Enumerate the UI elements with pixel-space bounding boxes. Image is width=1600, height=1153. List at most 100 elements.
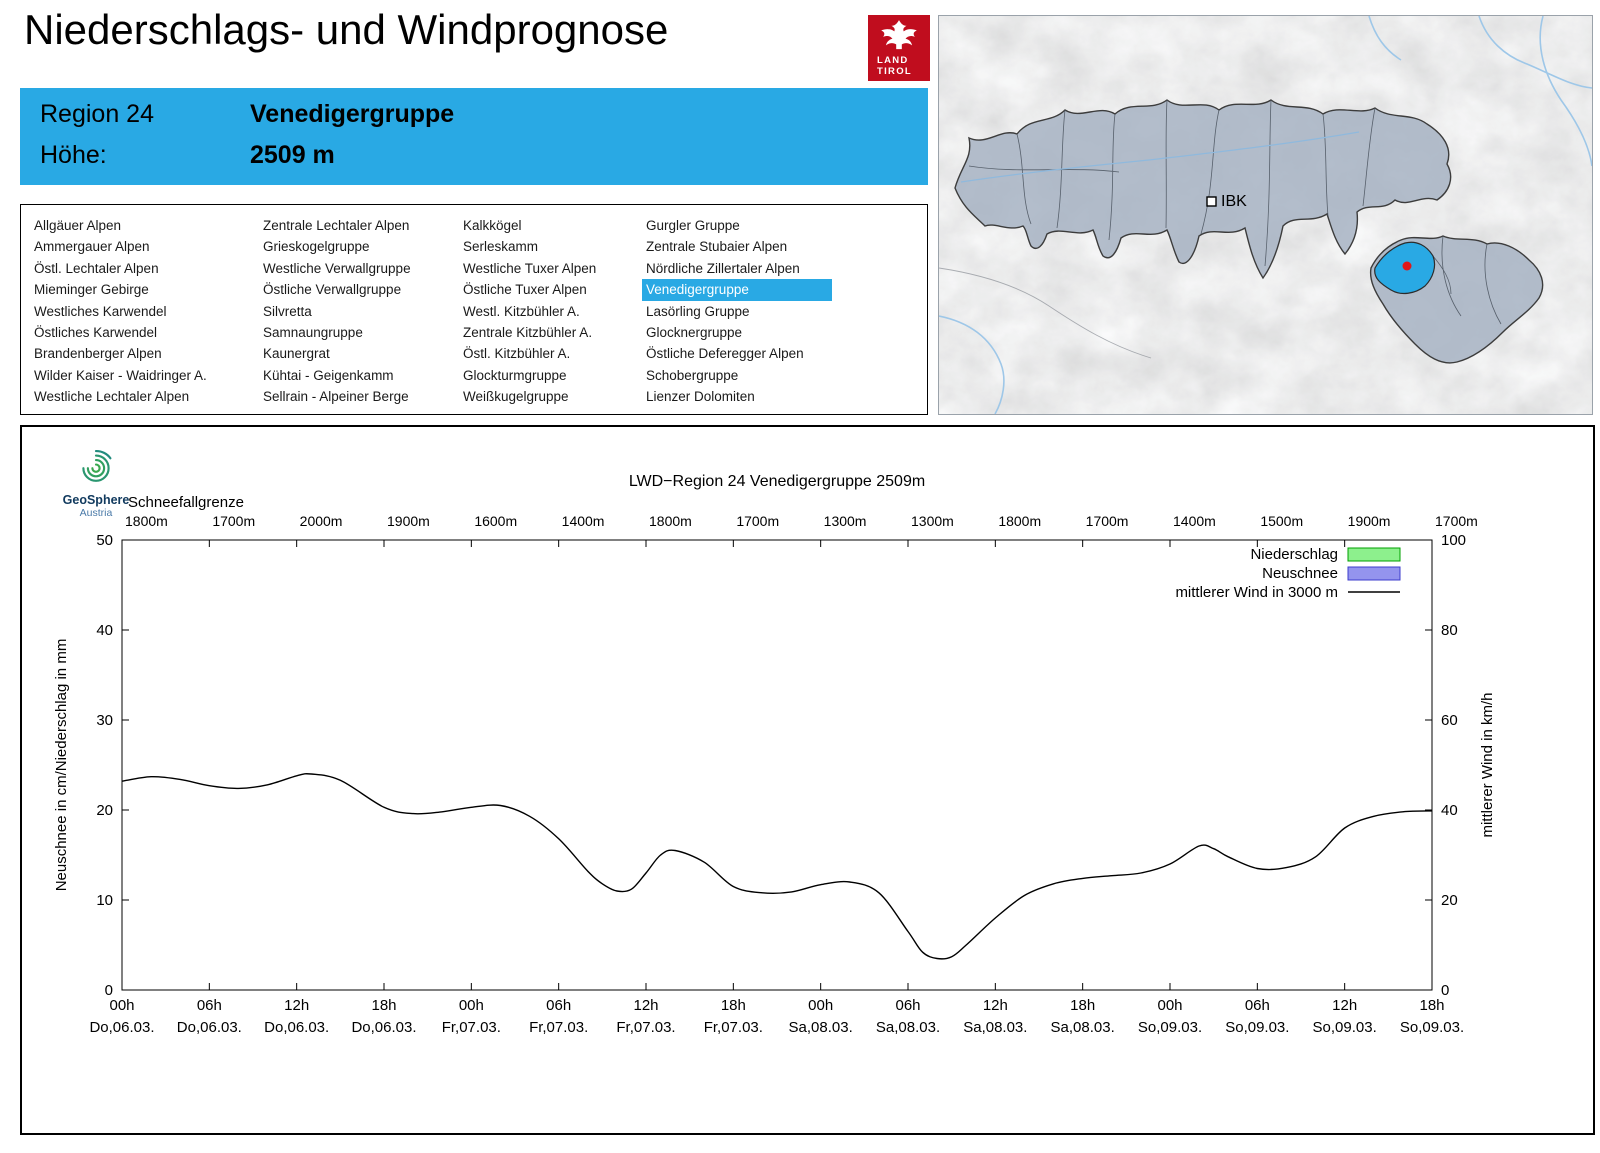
x-label-hour: 12h [1332, 997, 1357, 1014]
x-label-date: So,09.03. [1138, 1019, 1202, 1036]
x-label-date: So,09.03. [1313, 1019, 1377, 1036]
x-label-hour: 06h [895, 997, 920, 1014]
x-label-hour: 18h [371, 997, 396, 1014]
region-list-item[interactable]: Serleskamm [463, 239, 539, 255]
region-list-item[interactable]: Kalkkögel [463, 218, 522, 233]
geosphere-logo-sub: Austria [79, 507, 113, 519]
altitude-label: Höhe: [40, 141, 107, 169]
snowline-value: 1700m [212, 513, 255, 529]
y-label-left: 0 [105, 982, 113, 999]
region-list-item-selected[interactable]: Venedigergruppe [642, 279, 832, 301]
region-list-column: Allgäuer Alpen Ammergauer Alpen Östl. Lech… [34, 215, 263, 414]
tirol-map-svg: IBK [938, 15, 1593, 415]
region-list-item[interactable]: Östliche Tuxer Alpen [463, 282, 587, 298]
x-label-date: Sa,08.03. [876, 1019, 940, 1036]
region-list-item[interactable]: Kaunergrat [263, 346, 330, 362]
region-list-item[interactable]: Glockturmgruppe [463, 367, 567, 383]
region-list-item[interactable]: Westliche Tuxer Alpen [463, 260, 597, 276]
region-list-item[interactable]: Brandenberger Alpen [34, 346, 162, 362]
x-label-hour: 00h [459, 997, 484, 1014]
snowline-value: 1400m [562, 513, 605, 529]
x-label-hour: 00h [1157, 997, 1182, 1014]
region-list-column: Gurgler Gruppe Zentrale Stubaier Alpen Nör… [642, 215, 927, 414]
tirol-eagle-icon [881, 20, 917, 50]
y-label-right: 80 [1441, 622, 1458, 639]
x-label-hour: 06h [546, 997, 571, 1014]
snowline-value: 2000m [300, 513, 343, 529]
map-east-tirol-district-borders [1432, 235, 1502, 325]
region-list-item[interactable]: Östl. Lechtaler Alpen [34, 260, 159, 276]
x-label-date: Do,06.03. [177, 1019, 242, 1036]
region-list-item[interactable]: Lasörling Gruppe [646, 303, 750, 319]
region-list-item[interactable]: Zentrale Stubaier Alpen [646, 239, 788, 255]
region-list-item[interactable]: Glocknergruppe [646, 324, 743, 340]
y-label-left: 30 [96, 712, 113, 729]
snowline-value: 1500m [1260, 513, 1303, 529]
x-label-date: Sa,08.03. [963, 1019, 1027, 1036]
region-list-item[interactable]: Zentrale Kitzbühler A. [463, 324, 593, 340]
region-list-item[interactable]: Nördliche Zillertaler Alpen [646, 260, 800, 276]
geosphere-spiral-icon [82, 450, 112, 482]
legend-swatch [1347, 566, 1401, 581]
altitude-value: 2509 m [250, 141, 335, 169]
region-list-item[interactable]: Östliche Deferegger Alpen [646, 346, 804, 362]
region-list-item[interactable]: Schobergruppe [646, 367, 739, 383]
x-label-hour: 18h [721, 997, 746, 1014]
x-label-date: So,09.03. [1400, 1019, 1464, 1036]
y-axis-title-left: Neuschnee in cm/Niederschlag in mm [53, 639, 70, 892]
chart-title: LWD−Region 24 Venedigergruppe 2509m [629, 473, 925, 490]
region-list-item[interactable]: Östliches Karwendel [34, 324, 158, 340]
region-list-column: Zentrale Lechtaler Alpen Grieskogelgruppe… [263, 215, 463, 414]
region-list-item[interactable]: Gurgler Gruppe [646, 218, 740, 233]
x-label-date: Do,06.03. [264, 1019, 329, 1036]
x-label-date: Fr,07.03. [529, 1019, 588, 1036]
x-label-hour: 06h [1245, 997, 1270, 1014]
region-label: Region 24 [40, 100, 154, 128]
snowline-value: 1900m [1348, 513, 1391, 529]
region-list-item[interactable]: Ammergauer Alpen [34, 239, 150, 255]
region-list-item[interactable]: Weißkugelgruppe [463, 389, 569, 405]
snowline-value: 1600m [474, 513, 517, 529]
x-label-hour: 12h [983, 997, 1008, 1014]
region-list-item[interactable]: Allgäuer Alpen [34, 218, 122, 233]
map-ibk-marker [1206, 196, 1217, 207]
region-list-item[interactable]: Westliche Verwallgruppe [263, 260, 411, 276]
x-label-date: Fr,07.03. [704, 1019, 763, 1036]
x-label-date: Do,06.03. [89, 1019, 154, 1036]
map-north-tirol [954, 99, 1452, 280]
region-list-item[interactable]: Westliches Karwendel [34, 303, 167, 319]
y-label-left: 10 [96, 892, 113, 909]
legend-label: Niederschlag [1250, 546, 1338, 563]
x-label-hour: 12h [284, 997, 309, 1014]
region-list-item[interactable]: Zentrale Lechtaler Alpen [263, 218, 410, 233]
region-list-item[interactable]: Wilder Kaiser - Waidringer A. [34, 367, 207, 383]
region-list-item[interactable]: Grieskogelgruppe [263, 239, 370, 255]
region-list-item[interactable]: Östl. Kitzbühler A. [463, 346, 571, 362]
legend-label: mittlerer Wind in 3000 m [1175, 584, 1338, 601]
forecast-chart: GeoSphere Austria LWD−Region 24 Venedige… [20, 425, 1595, 1135]
region-list-item[interactable]: Westl. Kitzbühler A. [463, 303, 580, 319]
region-list-column: Kalkkögel Serleskamm Westliche Tuxer Alpen… [463, 215, 646, 414]
region-list-item[interactable]: Lienzer Dolomiten [646, 389, 755, 405]
region-list-item[interactable]: Silvretta [263, 303, 312, 319]
y-label-right: 0 [1441, 982, 1449, 999]
snowline-value: 1800m [998, 513, 1041, 529]
x-label-date: Fr,07.03. [442, 1019, 501, 1036]
region-list-item[interactable]: Mieminger Gebirge [34, 282, 149, 298]
region-name: Venedigergruppe [250, 100, 455, 128]
region-list-item[interactable]: Kühtai - Geigenkamm [263, 367, 394, 383]
region-list-item[interactable]: Westliche Lechtaler Alpen [34, 389, 190, 405]
snowline-value: 1300m [824, 513, 867, 529]
region-list-item[interactable]: Samnaungruppe [263, 324, 363, 340]
snowline-value: 1300m [911, 513, 954, 529]
region-list-item[interactable]: Sellrain - Alpeiner Berge [263, 389, 409, 405]
x-label-hour: 18h [1419, 997, 1444, 1014]
y-label-left: 50 [96, 532, 113, 549]
region-list-item[interactable]: Östliche Verwallgruppe [263, 282, 402, 298]
x-label-date: Do,06.03. [351, 1019, 416, 1036]
snowline-value: 1900m [387, 513, 430, 529]
y-label-left: 20 [96, 802, 113, 819]
snowline-label: Schneefallgrenze [128, 494, 244, 511]
x-label-hour: 12h [633, 997, 658, 1014]
